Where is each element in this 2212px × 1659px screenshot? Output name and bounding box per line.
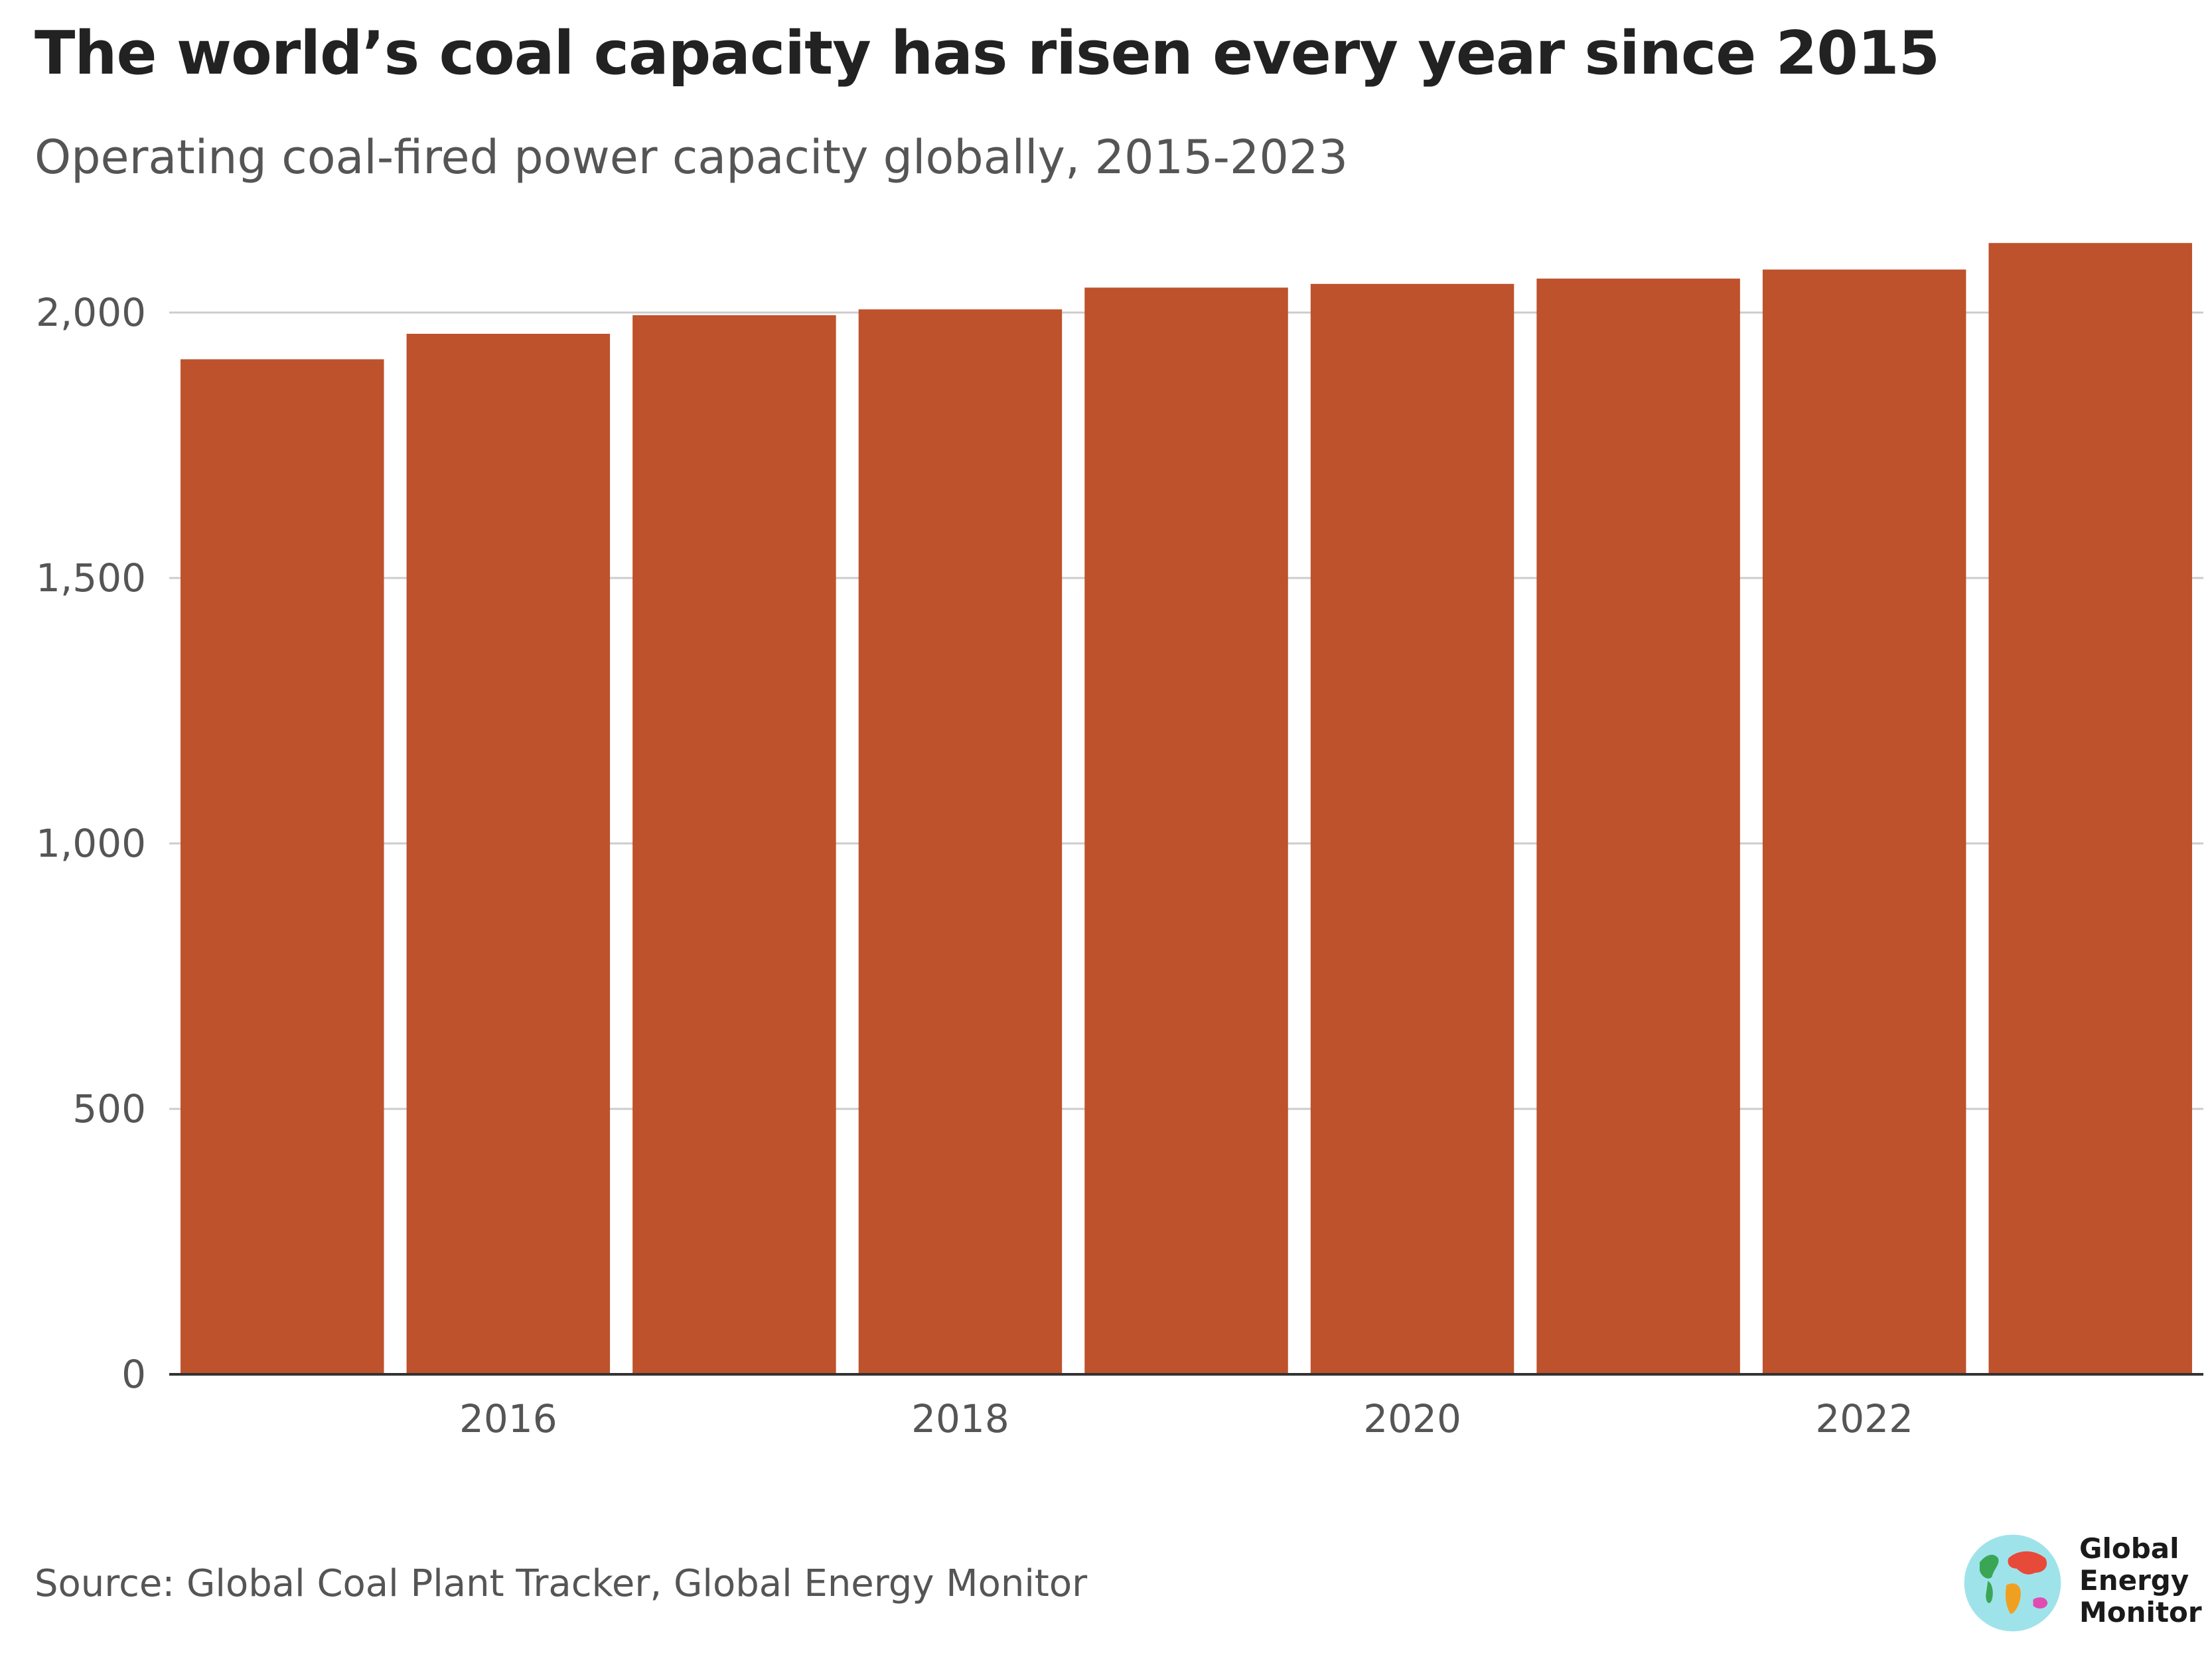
y-tick-label: 1,000 bbox=[36, 821, 146, 866]
bar-2021 bbox=[1536, 278, 1740, 1374]
y-tick-label: 1,500 bbox=[36, 555, 146, 601]
bar-2016 bbox=[406, 334, 611, 1374]
logo-line-3: Monitor bbox=[2079, 1596, 2202, 1628]
global-energy-monitor-logo: Global Energy Monitor bbox=[1961, 1526, 2202, 1639]
chart-subtitle: Operating coal-fired power capacity glob… bbox=[35, 130, 1349, 184]
bar-2015 bbox=[181, 359, 384, 1374]
bar-2023 bbox=[1988, 243, 2192, 1375]
bar-2019 bbox=[1084, 287, 1288, 1374]
x-tick-label: 2022 bbox=[1815, 1396, 1913, 1441]
bar-chart: 0 500 1,000 1,500 2,000 2016 2018 2020 2022 bbox=[36, 243, 2203, 1441]
bar-2018 bbox=[858, 309, 1063, 1375]
bar-2017 bbox=[632, 315, 836, 1374]
x-tick-label: 2018 bbox=[911, 1396, 1009, 1441]
chart-title: The world’s coal capacity has risen ever… bbox=[35, 19, 1940, 88]
logo-line-1: Global bbox=[2079, 1532, 2179, 1565]
bar-2020 bbox=[1310, 283, 1514, 1374]
axes: 0 500 1,000 1,500 2,000 2016 2018 2020 2022 bbox=[36, 290, 2203, 1441]
logo-wordmark: Global Energy Monitor bbox=[2079, 1533, 2202, 1628]
x-tick-label: 2016 bbox=[459, 1396, 557, 1441]
bars bbox=[181, 243, 2192, 1375]
logo-line-2: Energy bbox=[2079, 1564, 2189, 1597]
x-tick-label: 2020 bbox=[1363, 1396, 1461, 1441]
y-tick-label: 0 bbox=[121, 1352, 146, 1397]
bar-2022 bbox=[1762, 269, 1966, 1375]
globe-icon bbox=[1962, 1532, 2063, 1634]
y-tick-label: 500 bbox=[72, 1086, 146, 1131]
source-note: Source: Global Coal Plant Tracker, Globa… bbox=[35, 1562, 1088, 1605]
y-tick-label: 2,000 bbox=[36, 290, 146, 335]
